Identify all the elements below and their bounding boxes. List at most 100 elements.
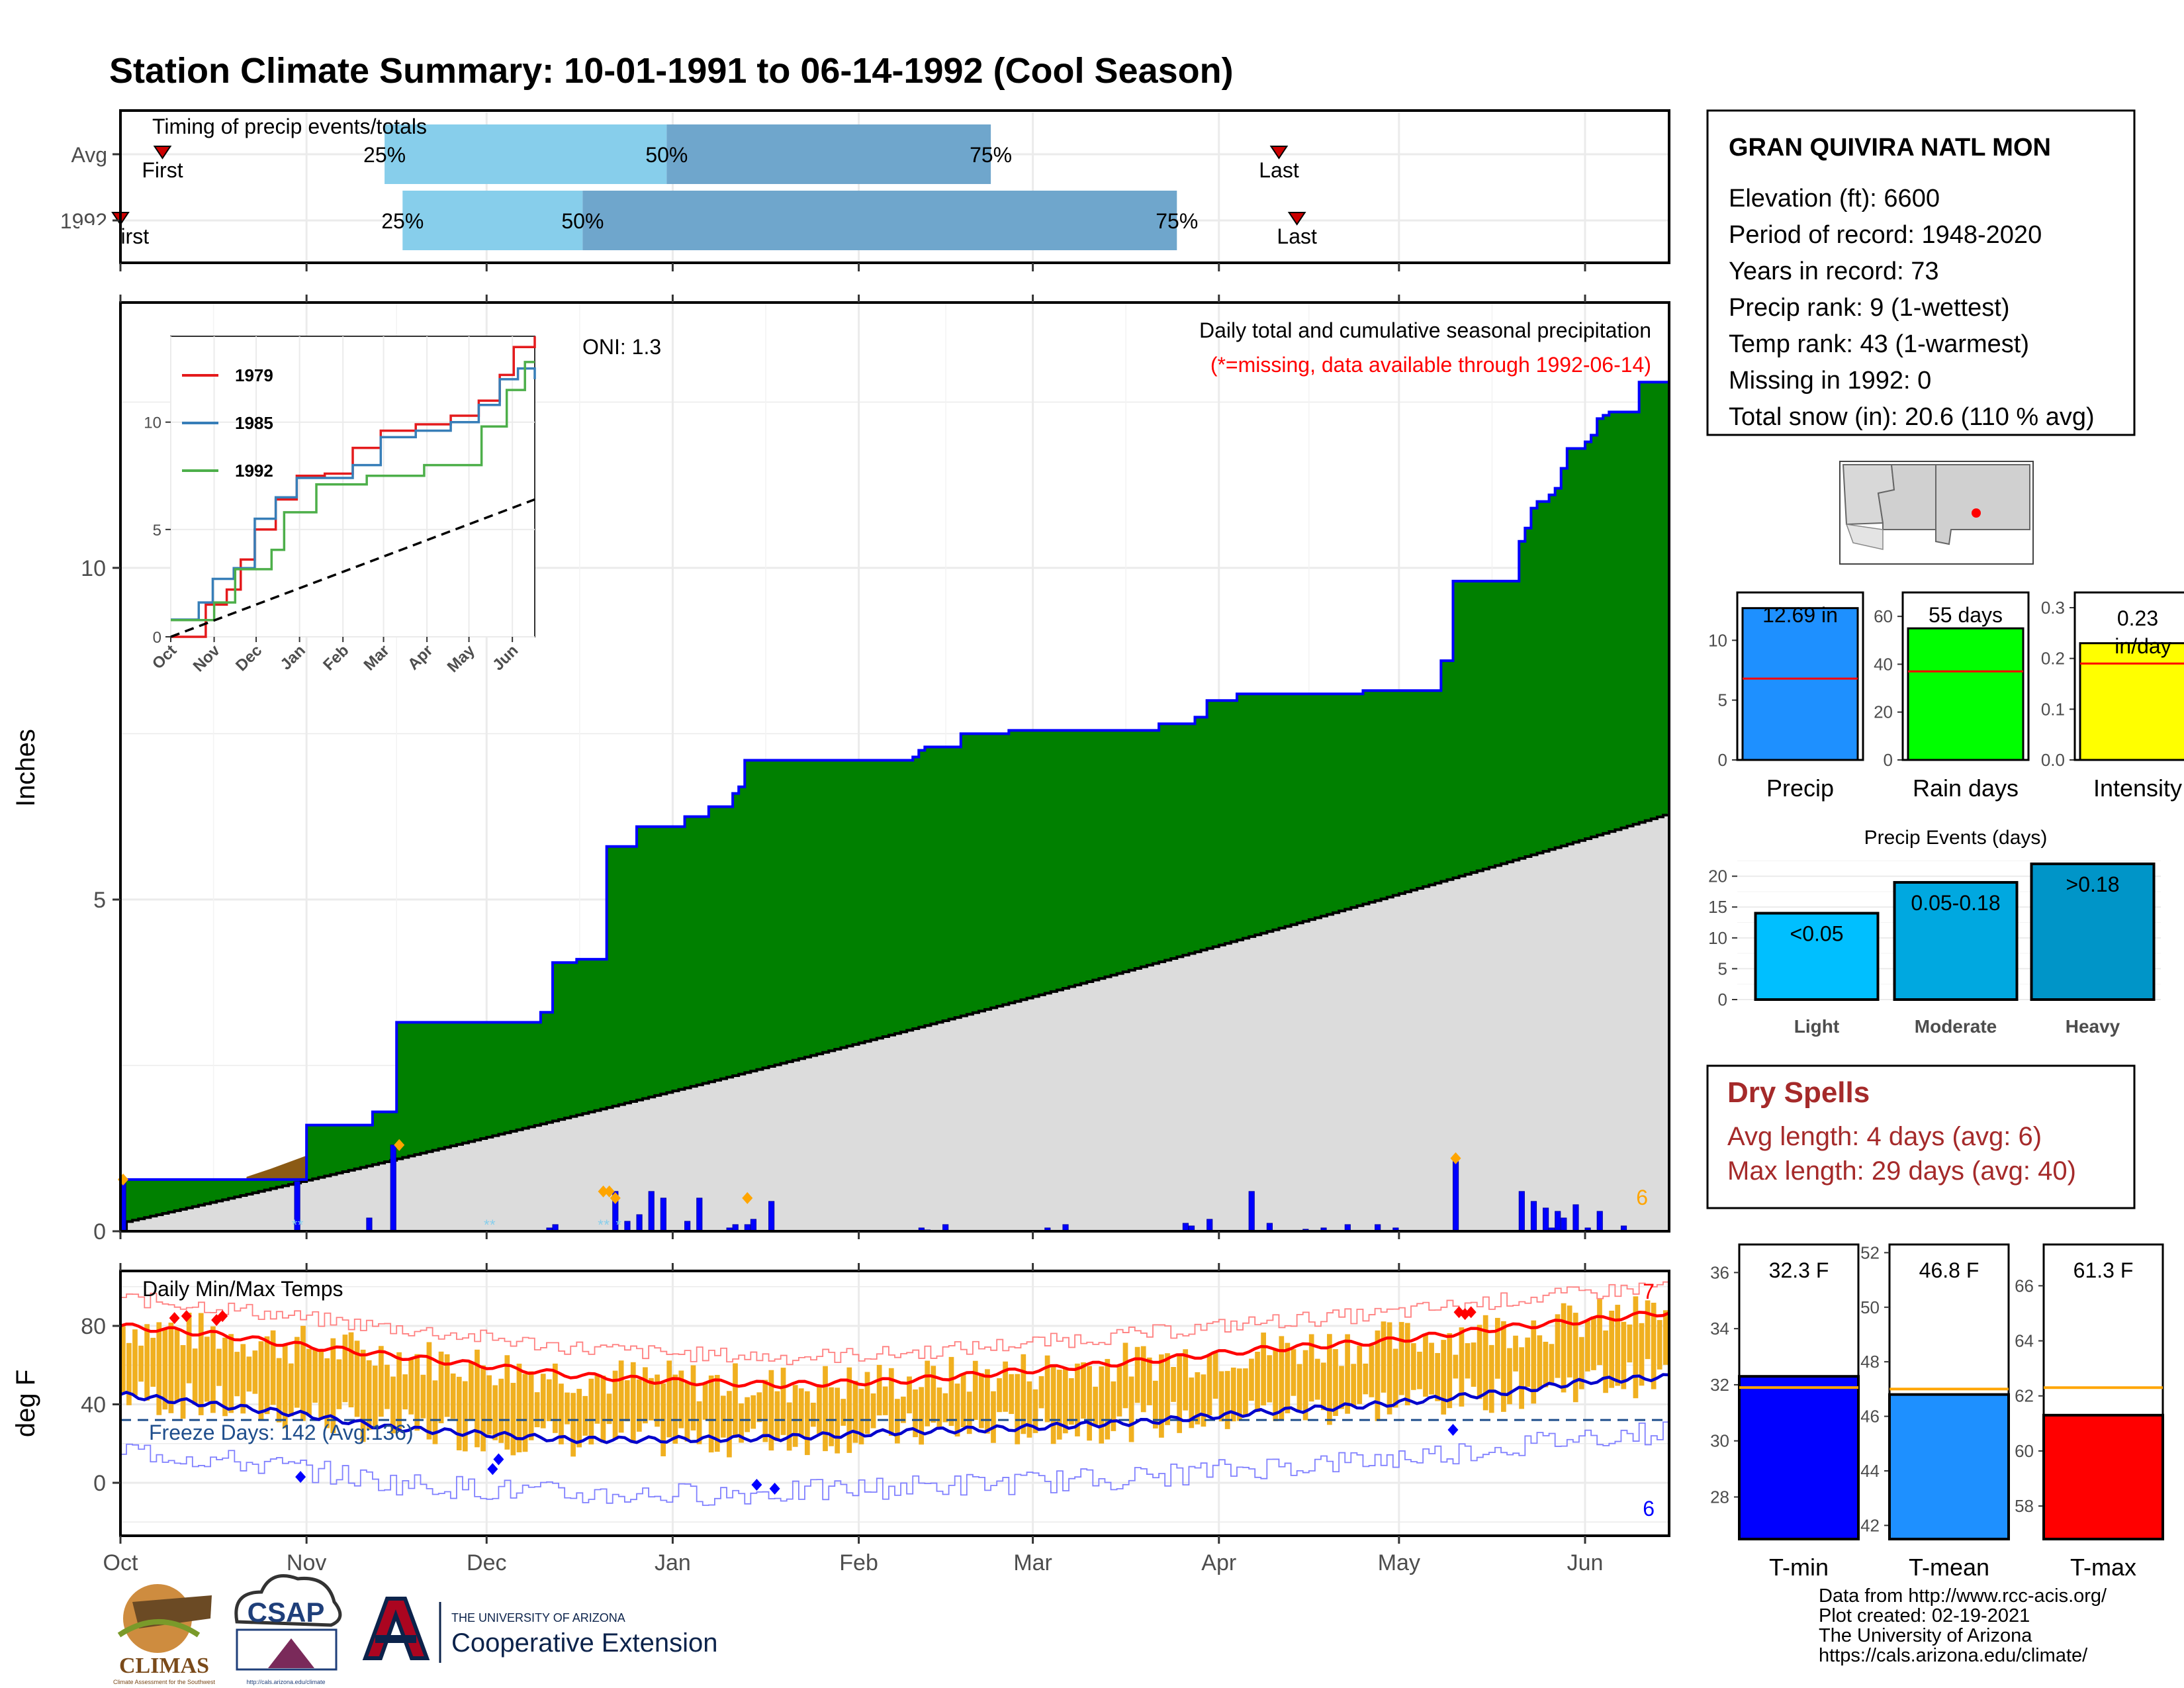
daily-temp-range-bar	[1075, 1363, 1080, 1436]
temp-bar-y-tick-label: 30	[1710, 1431, 1729, 1451]
daily-temp-range-bar	[1411, 1343, 1416, 1390]
record-low-marker	[1447, 1424, 1459, 1436]
daily-temp-range-bar	[997, 1378, 1002, 1413]
record-low-marker	[295, 1471, 306, 1483]
daily-temp-range-bar	[1146, 1357, 1152, 1405]
mini-bar-y-tick-label: 60	[1874, 606, 1893, 626]
daily-temp-range-bar	[498, 1378, 504, 1443]
station-info-line: Precip rank: 9 (1-wettest)	[1729, 294, 2009, 322]
daily-temp-range-bar	[702, 1383, 708, 1420]
record-high-marker	[217, 1310, 228, 1323]
events-bar-range: >0.18	[2066, 872, 2120, 896]
daily-temp-range-bar	[1212, 1352, 1218, 1399]
month-tick-label: May	[1378, 1550, 1420, 1575]
daily-temp-range-bar	[925, 1360, 931, 1427]
daily-temp-range-bar	[553, 1363, 558, 1433]
daily-temp-range-bar	[258, 1341, 264, 1421]
events-category-label: Light	[1794, 1016, 1839, 1037]
daily-temp-range-bar	[168, 1323, 174, 1413]
daily-temp-range-bar	[528, 1371, 534, 1440]
daily-temp-range-bar	[1267, 1355, 1273, 1403]
mini-bar-y-tick-label: 0.3	[2041, 598, 2065, 618]
daily-temp-range-bar	[1003, 1361, 1008, 1412]
daily-temp-range-bar	[1026, 1381, 1032, 1438]
daily-temp-range-bar	[1201, 1374, 1206, 1427]
daily-temp-range-bar	[600, 1376, 606, 1443]
daily-temp-range-bar	[1056, 1370, 1062, 1440]
daily-temp-range-bar	[762, 1380, 768, 1442]
inset-y-tick-label: 0	[153, 629, 161, 647]
daily-precip-bar	[696, 1197, 703, 1232]
daily-temp-range-bar	[216, 1348, 222, 1386]
events-title: Precip Events (days)	[1864, 827, 2048, 849]
precip-edge-count: 6	[1636, 1186, 1648, 1209]
snow-marker: *	[490, 1217, 496, 1233]
daily-temp-range-bar	[1657, 1320, 1662, 1370]
dry-frame	[1706, 1064, 2136, 1209]
daily-temp-range-bar	[228, 1334, 234, 1413]
month-tick-label: Oct	[103, 1550, 138, 1575]
daily-temp-range-bar	[1122, 1342, 1128, 1409]
daily-temp-range-bar	[1363, 1363, 1369, 1395]
daily-temp-range-bar	[1447, 1333, 1453, 1409]
temp-bar-value: 32.3 F	[1769, 1258, 1829, 1282]
daily-temp-range-bar	[516, 1364, 522, 1452]
daily-temp-range-bar	[174, 1328, 180, 1401]
daily-temp-range-bar	[1435, 1352, 1440, 1401]
daily-temp-range-bar	[534, 1392, 540, 1428]
station-frame	[1706, 109, 2136, 436]
daily-precip-bar	[684, 1221, 691, 1232]
daily-temp-range-bar	[192, 1348, 198, 1405]
daily-temp-range-bar	[1507, 1348, 1512, 1405]
daily-temp-range-bar	[1099, 1366, 1105, 1444]
inset-legend-label: 1992	[235, 461, 273, 481]
month-tick-label: Dec	[467, 1550, 506, 1575]
daily-temp-range-bar	[150, 1337, 156, 1387]
daily-temp-range-bar	[276, 1358, 282, 1423]
timing-last-label: Last	[1259, 158, 1299, 182]
hot-edge-count: 7	[1643, 1280, 1655, 1303]
ua-name: THE UNIVERSITY OF ARIZONA	[451, 1611, 625, 1624]
csap-wordmark: CSAP	[248, 1597, 325, 1628]
daily-temp-range-bar	[919, 1387, 924, 1445]
daily-temp-range-bar	[727, 1391, 732, 1458]
climas-wordmark: CLIMAS	[119, 1654, 209, 1678]
dry-spells-box: Dry Spells Avg length: 4 days (avg: 6) M…	[1706, 1064, 2136, 1209]
daily-temp-range-bar	[1159, 1354, 1164, 1438]
daily-temp-range-bar	[637, 1379, 642, 1432]
daily-temp-range-bar	[1308, 1334, 1314, 1402]
daily-temp-range-bar	[456, 1376, 462, 1450]
daily-temp-range-bar	[234, 1352, 240, 1397]
inset-frame	[170, 336, 535, 637]
precip-y-tick-label: 5	[93, 888, 106, 913]
daily-temp-range-bar	[336, 1359, 342, 1409]
daily-temp-range-bar	[954, 1383, 960, 1437]
daily-temp-range-bar	[1477, 1325, 1482, 1399]
timing-label-clip	[79, 225, 120, 258]
daily-temp-range-bar	[300, 1325, 306, 1421]
daily-temp-range-bar	[222, 1337, 228, 1417]
precip-caption: Daily total and cumulative seasonal prec…	[1199, 318, 1651, 342]
daily-temp-range-bar	[745, 1397, 750, 1432]
daily-temp-range-bar	[672, 1374, 678, 1444]
daily-temp-range-bar	[162, 1329, 168, 1410]
temp-bar-y-tick-label: 32	[1710, 1375, 1729, 1395]
credit-line: The University of Arizona	[1819, 1625, 2032, 1646]
daily-temp-range-bar	[492, 1385, 498, 1440]
temp-y-tick-label: 80	[81, 1314, 106, 1339]
daily-temp-range-bar	[720, 1395, 726, 1438]
daily-precip-bar	[660, 1197, 666, 1232]
mini-bar-y-tick-label: 0.1	[2041, 699, 2065, 719]
daily-temp-range-bar	[1279, 1336, 1285, 1421]
daily-temp-range-bar	[1375, 1330, 1381, 1421]
timing-first-label: First	[142, 158, 183, 182]
daily-temp-range-bar	[408, 1359, 414, 1415]
month-tick-label: Jan	[655, 1550, 691, 1575]
record-low-marker	[769, 1482, 780, 1495]
daily-temp-range-bar	[768, 1370, 774, 1451]
timing-label: Timing of precip events/totals	[152, 115, 427, 138]
location-map	[1839, 461, 2034, 565]
daily-temp-range-bar	[846, 1367, 852, 1453]
temp-y-tick-label: 40	[81, 1392, 106, 1417]
daily-temp-range-bar	[1351, 1364, 1357, 1407]
